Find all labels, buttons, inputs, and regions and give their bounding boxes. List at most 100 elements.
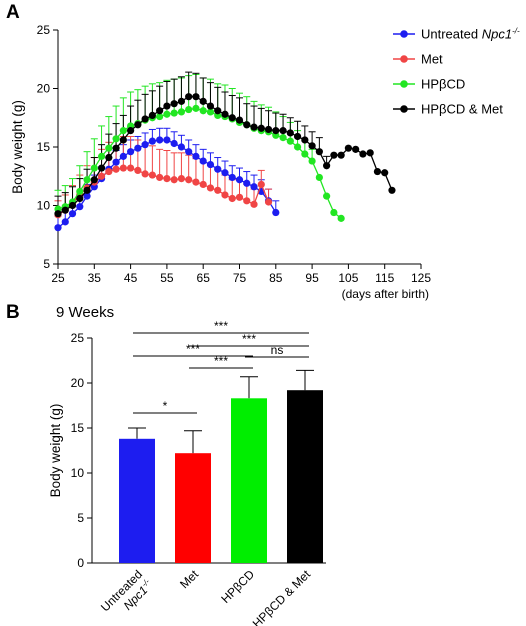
panel-a-line-chart: 5 10 15 20 25 25 35 45 55 65 75 85 95 105 115 125 (days … xyxy=(10,23,520,301)
data-point xyxy=(119,152,127,160)
data-point xyxy=(388,186,396,194)
data-point xyxy=(214,186,222,194)
data-point xyxy=(206,108,215,116)
data-point xyxy=(141,141,149,149)
x-tick-label: 125 xyxy=(411,271,431,285)
significance-label: *** xyxy=(242,332,256,346)
data-point xyxy=(308,142,316,150)
legend-label-0: Untreated Npc1-/- xyxy=(421,27,520,42)
category-label-2: HPβCD xyxy=(218,567,257,606)
data-point xyxy=(170,109,178,117)
data-point xyxy=(330,208,338,217)
x-tick-label: 25 xyxy=(51,271,65,285)
data-point xyxy=(76,187,84,196)
data-point xyxy=(185,176,193,184)
legend-marker xyxy=(400,105,408,113)
data-point xyxy=(323,162,331,170)
data-point xyxy=(177,108,186,116)
data-point xyxy=(228,114,236,122)
data-point xyxy=(185,148,193,156)
data-point xyxy=(359,150,367,158)
data-point xyxy=(250,183,258,191)
data-point xyxy=(54,224,62,232)
data-point xyxy=(199,157,207,165)
data-point xyxy=(148,137,156,145)
data-point xyxy=(177,174,186,183)
data-point xyxy=(293,132,302,141)
data-point xyxy=(90,164,98,172)
x-tick-label: 75 xyxy=(233,271,247,285)
data-point xyxy=(105,153,113,162)
data-point xyxy=(141,115,149,123)
data-point xyxy=(301,150,309,158)
data-point xyxy=(148,171,156,179)
data-point xyxy=(301,136,309,144)
significance-label: *** xyxy=(186,342,200,356)
data-point xyxy=(170,100,178,108)
data-point xyxy=(243,121,251,129)
data-point xyxy=(250,200,258,208)
data-point xyxy=(235,176,244,184)
data-point xyxy=(112,135,120,143)
legend-name-sup: -/- xyxy=(512,27,520,36)
data-point xyxy=(76,194,84,203)
legend-marker xyxy=(400,80,408,88)
legend-label-2: HPβCD xyxy=(421,77,465,92)
data-point xyxy=(279,134,287,142)
data-point xyxy=(228,194,236,203)
category-label-0: UntreatedNpc1-/- xyxy=(98,567,156,625)
data-point xyxy=(279,127,287,135)
data-point xyxy=(83,176,91,184)
data-point xyxy=(163,102,171,110)
data-point xyxy=(214,107,222,115)
significance-label: ns xyxy=(271,343,284,357)
legend-marker xyxy=(400,30,408,38)
data-point xyxy=(185,105,193,114)
legend-name: HPβCD & Met xyxy=(421,102,503,117)
data-point xyxy=(76,203,84,211)
legend-label-1: Met xyxy=(421,52,443,67)
data-point xyxy=(235,116,244,124)
y-tick-label: 5 xyxy=(43,257,50,271)
data-point xyxy=(156,112,164,121)
data-point xyxy=(119,164,127,172)
y-tick-label: 0 xyxy=(77,556,84,570)
data-point xyxy=(286,129,294,137)
data-point xyxy=(156,136,164,144)
data-point xyxy=(90,176,98,184)
data-point xyxy=(134,121,142,129)
data-point xyxy=(163,110,171,118)
data-point xyxy=(105,167,113,176)
data-point xyxy=(68,210,77,218)
data-point xyxy=(323,192,331,200)
bar xyxy=(231,398,267,563)
data-point xyxy=(68,201,77,210)
x-tick-label: 55 xyxy=(160,271,174,285)
data-point xyxy=(97,172,106,180)
significance-label: * xyxy=(163,399,168,413)
data-point xyxy=(264,198,273,206)
data-point xyxy=(177,97,186,105)
data-point xyxy=(228,173,236,182)
data-point xyxy=(257,180,265,189)
x-axis-label: (days after birth) xyxy=(342,287,429,301)
chart-subtitle: 9 Weeks xyxy=(56,304,114,321)
data-point xyxy=(185,93,193,101)
data-point xyxy=(199,180,207,189)
y-tick-label: 5 xyxy=(77,511,84,525)
data-point xyxy=(192,178,200,186)
series-line-2 xyxy=(57,107,342,219)
data-point xyxy=(352,145,360,153)
data-point xyxy=(381,169,389,177)
x-tick-label: 85 xyxy=(269,271,283,285)
data-point xyxy=(366,149,374,157)
data-point xyxy=(330,151,338,159)
data-point xyxy=(315,148,323,156)
data-point xyxy=(119,127,127,135)
data-point xyxy=(127,127,135,135)
data-point xyxy=(250,123,258,131)
category-label-3: HPβCD & Met xyxy=(250,567,314,626)
data-point xyxy=(105,144,113,152)
y-tick-label: 20 xyxy=(71,376,85,390)
data-point xyxy=(156,173,164,182)
